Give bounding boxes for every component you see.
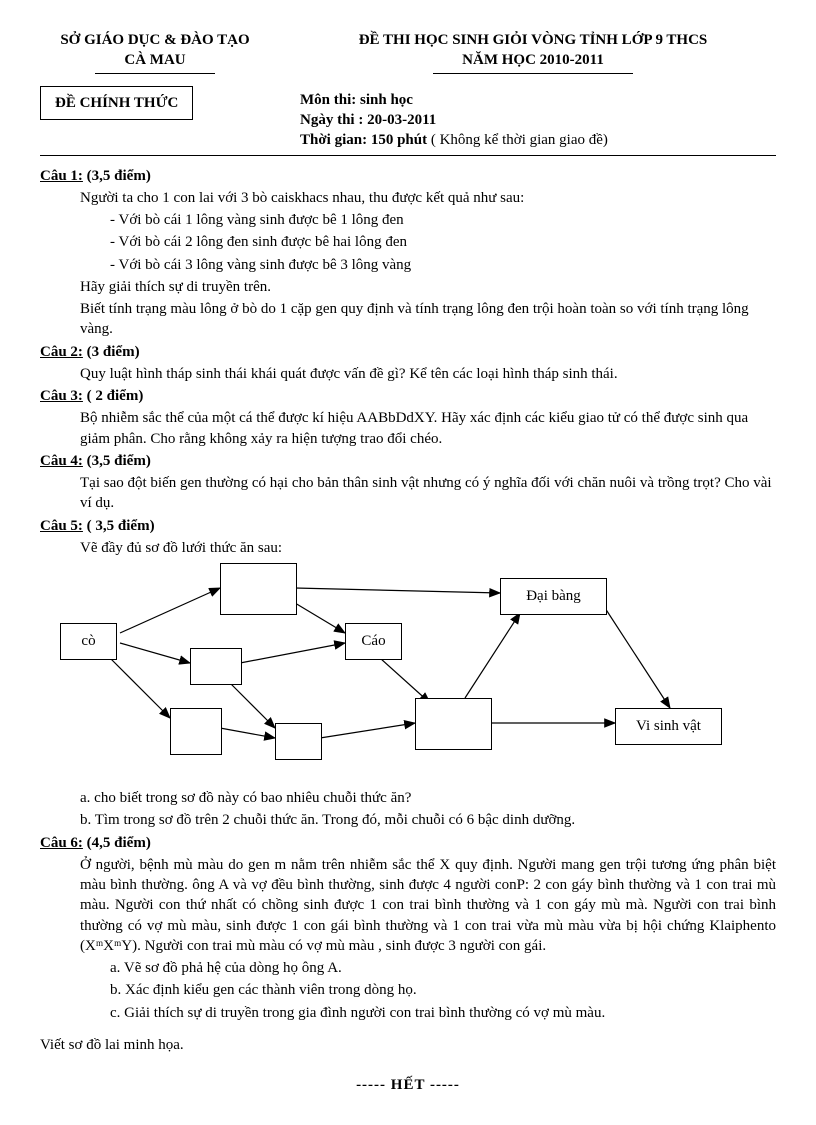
q4-heading: Câu 4: (3,5 điểm): [40, 451, 776, 471]
q1-b3: - Với bò cái 3 lông vàng sinh được bê 3 …: [110, 255, 776, 275]
q1-b2: - Với bò cái 2 lông đen sinh được bê hai…: [110, 232, 776, 252]
node-daibang: Đại bàng: [500, 578, 607, 615]
q1-b3-text: Với bò cái 3 lông vàng sinh được bê 3 lô…: [118, 257, 411, 273]
q6-heading: Câu 6: (4,5 điểm): [40, 833, 776, 853]
node-empty-2: [190, 648, 242, 685]
subject-label: Môn thi:: [300, 92, 356, 108]
q3-points: ( 2 điểm): [87, 388, 144, 404]
node-co: cò: [60, 623, 117, 660]
q1-b1: - Với bò cái 1 lông vàng sinh được bê 1 …: [110, 210, 776, 230]
time-label: Thời gian:: [300, 132, 367, 148]
q6-l1: Ở người, bệnh mù màu do gen m nằm trên n…: [80, 855, 776, 956]
q1-l1: Người ta cho 1 con lai với 3 bò caiskhac…: [80, 188, 776, 208]
exam-info: Môn thi: sinh học Ngày thi : 20-03-2011 …: [300, 90, 776, 151]
q1-l3: Biết tính trạng màu lông ở bò do 1 cặp g…: [80, 299, 776, 340]
divider: [40, 155, 776, 156]
q6-c: c. Giải thích sự di truyền trong gia đìn…: [110, 1003, 776, 1023]
q2-heading: Câu 2: (3 điểm): [40, 342, 776, 362]
q5-title: Câu 5:: [40, 518, 83, 534]
time-value: 150 phút: [371, 132, 427, 148]
time-row: Thời gian: 150 phút ( Không kể thời gian…: [300, 130, 776, 150]
food-web-diagram: cò Cáo Đại bàng Vi sinh vật: [60, 563, 740, 783]
q4-title: Câu 4:: [40, 453, 83, 469]
q2-points: (3 điểm): [87, 344, 140, 360]
subject-value: sinh học: [360, 92, 413, 108]
title-line1: ĐỀ THI HỌC SINH GIỎI VÒNG TỈNH LỚP 9 THC…: [290, 30, 776, 50]
node-empty-4: [275, 723, 322, 760]
q1-points: (3,5 điểm): [87, 168, 151, 184]
q1-heading: Câu 1: (3,5 điểm): [40, 166, 776, 186]
node-cao: Cáo: [345, 623, 402, 660]
org-line1: SỞ GIÁO DỤC & ĐÀO TẠO: [40, 30, 270, 50]
q4-points: (3,5 điểm): [87, 453, 151, 469]
org-line2: CÀ MAU: [40, 50, 270, 70]
q5-b: b. Tìm trong sơ đồ trên 2 chuỗi thức ăn.…: [80, 810, 776, 830]
date-value: 20-03-2011: [367, 112, 436, 128]
node-empty-1: [220, 563, 297, 615]
diagram-arrows: [60, 563, 740, 783]
header-left: SỞ GIÁO DỤC & ĐÀO TẠO CÀ MAU: [40, 30, 270, 74]
node-empty-5: [415, 698, 492, 750]
q1-l2: Hãy giải thích sự di truyền trên.: [80, 277, 776, 297]
q2-title: Câu 2:: [40, 344, 83, 360]
q5-points: ( 3,5 điểm): [87, 518, 155, 534]
org-underline: [95, 73, 215, 74]
q2-l1: Quy luật hình tháp sinh thái khái quát đ…: [80, 364, 776, 384]
node-empty-3: [170, 708, 222, 755]
q3-l1: Bộ nhiễm sắc thể của một cá thể được kí …: [80, 408, 776, 449]
q3-heading: Câu 3: ( 2 điểm): [40, 386, 776, 406]
header-right: ĐỀ THI HỌC SINH GIỎI VÒNG TỈNH LỚP 9 THC…: [290, 30, 776, 74]
header: SỞ GIÁO DỤC & ĐÀO TẠO CÀ MAU ĐỀ THI HỌC …: [40, 30, 776, 74]
q5-l1: Vẽ đầy đủ sơ đồ lưới thức ăn sau:: [80, 538, 776, 558]
time-note: ( Không kể thời gian giao đề): [431, 132, 608, 148]
date-label: Ngày thi :: [300, 112, 363, 128]
q6-b: b. Xác định kiểu gen các thành viên tron…: [110, 980, 776, 1000]
node-visinhvat: Vi sinh vật: [615, 708, 722, 745]
title-line2: NĂM HỌC 2010-2011: [290, 50, 776, 70]
q6-title: Câu 6:: [40, 835, 83, 851]
q3-title: Câu 3:: [40, 388, 83, 404]
q6-points: (4,5 điểm): [87, 835, 151, 851]
end-mark: ----- HẾT -----: [40, 1075, 776, 1095]
q1-b2-text: Với bò cái 2 lông đen sinh được bê hai l…: [118, 234, 407, 250]
q6-a: a. Vẽ sơ đồ phả hệ của dòng họ ông A.: [110, 958, 776, 978]
q1-b1-text: Với bò cái 1 lông vàng sinh được bê 1 lô…: [118, 212, 403, 228]
q5-a: a. cho biết trong sơ đồ này có bao nhiêu…: [80, 788, 776, 808]
q1-title: Câu 1:: [40, 168, 83, 184]
official-box: ĐỀ CHÍNH THỨC: [40, 86, 193, 120]
date-row: Ngày thi : 20-03-2011: [300, 110, 776, 130]
subject-row: Môn thi: sinh học: [300, 90, 776, 110]
title-underline: [433, 73, 633, 74]
q6-l2: Viết sơ đồ lai minh họa.: [40, 1035, 776, 1055]
q5-heading: Câu 5: ( 3,5 điểm): [40, 516, 776, 536]
q4-l1: Tại sao đột biến gen thường có hại cho b…: [80, 473, 776, 514]
